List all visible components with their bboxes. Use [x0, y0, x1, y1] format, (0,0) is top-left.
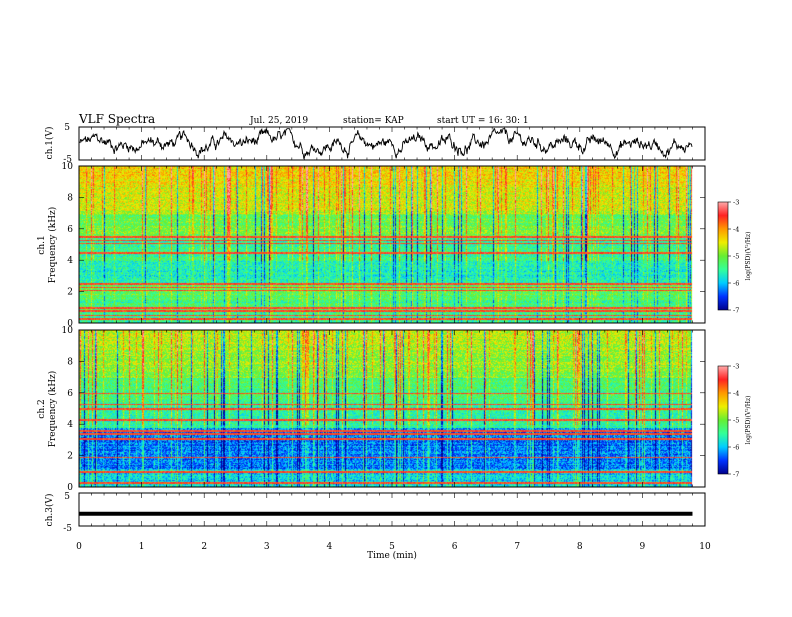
y-tick-label: 2 — [67, 288, 73, 298]
x-tick-label: 9 — [640, 542, 646, 552]
y-tick-label: 8 — [67, 193, 73, 203]
x-tick-label: 6 — [452, 542, 458, 552]
ch3-ytick-top: 5 — [64, 492, 70, 502]
ch2-spectrogram-panel: 0 2 4 6 8 10 ch.2 Frequency (kHz) — [37, 326, 706, 493]
header-start-time: start UT = 16: 30: 1 — [437, 116, 529, 126]
ch1-ytick-bottom: -5 — [63, 155, 72, 165]
x-tick-label: 4 — [327, 542, 333, 552]
x-axis-label: Time (min) — [367, 550, 417, 561]
colorbar-tick-label: -7 — [733, 307, 739, 315]
y-tick-label: 0 — [67, 319, 73, 329]
x-tick-label: 0 — [76, 542, 82, 552]
colorbar-tick-label: -6 — [733, 280, 739, 288]
header-date: Jul. 25, 2019 — [249, 116, 308, 126]
colorbar-tick-label: -4 — [733, 390, 739, 398]
y-tick-label: 10 — [62, 162, 74, 172]
colorbar-tick-label: -3 — [733, 363, 739, 371]
x-tick-label: 3 — [264, 542, 270, 552]
colorbar-ch2-label: log(PSD)(V²/Hz) — [745, 396, 752, 445]
y-tick-label: 6 — [67, 225, 73, 235]
colorbar-tick-label: -6 — [733, 444, 739, 452]
colorbar-tick-label: -3 — [733, 199, 739, 207]
y-tick-label: 0 — [67, 483, 73, 493]
y-tick-label: 4 — [67, 420, 73, 430]
ch1-spectrogram-panel: 0 2 4 6 8 10 ch.1 Frequency (kHz) — [37, 162, 706, 329]
ch2-spectrogram-channel: ch.2 — [37, 399, 47, 418]
ch1-ytick-top: 5 — [64, 123, 70, 133]
colorbar-tick-label: -5 — [733, 417, 739, 425]
ch1-waveform-line — [79, 128, 693, 160]
ch2-spectrogram-image — [79, 330, 705, 487]
ch3-ytick-bottom: -5 — [63, 524, 72, 534]
ch1-waveform-ylabel: ch.1(V) — [44, 127, 55, 160]
colorbar-tick-label: -4 — [733, 226, 739, 234]
x-tick-label: 7 — [514, 542, 520, 552]
ch1-spectrogram-ylabel: Frequency (kHz) — [47, 207, 58, 284]
x-tick-label: 1 — [139, 542, 145, 552]
colorbar-tick-label: -5 — [733, 253, 739, 261]
y-tick-label: 10 — [62, 326, 74, 336]
ch1-spectrogram-channel: ch.1 — [37, 235, 47, 254]
ch1-spectrogram-image — [79, 166, 705, 323]
y-tick-label: 2 — [67, 452, 73, 462]
x-tick-labels: 0 1 2 3 4 5 6 7 8 9 10 — [76, 542, 711, 552]
colorbar-ch1: -3 -4 -5 -6 -7 log(PSD)(V²/Hz) — [717, 199, 752, 315]
header-station: station= KAP — [343, 116, 404, 126]
ch1-waveform-panel: 5 -5 ch.1(V) — [44, 123, 706, 165]
colorbar-ch2: -3 -4 -5 -6 -7 log(PSD)(V²/Hz) — [717, 363, 752, 479]
y-tick-label: 8 — [67, 357, 73, 367]
ch2-spectrogram-ylabel: Frequency (kHz) — [47, 371, 58, 448]
ch3-waveform-panel: 5 -5 ch.3(V) — [44, 492, 706, 534]
ch3-waveform-ylabel: ch.3(V) — [44, 494, 55, 527]
x-tick-label: 5 — [389, 542, 395, 552]
x-tick-label: 10 — [699, 542, 711, 552]
x-tick-label: 8 — [577, 542, 583, 552]
y-tick-label: 4 — [67, 256, 73, 266]
x-tick-label: 2 — [201, 542, 207, 552]
chart-title: VLF Spectra — [78, 112, 155, 126]
colorbar-ch1-label: log(PSD)(V²/Hz) — [745, 232, 752, 281]
colorbar-tick-label: -7 — [733, 471, 739, 479]
y-tick-label: 6 — [67, 389, 73, 399]
